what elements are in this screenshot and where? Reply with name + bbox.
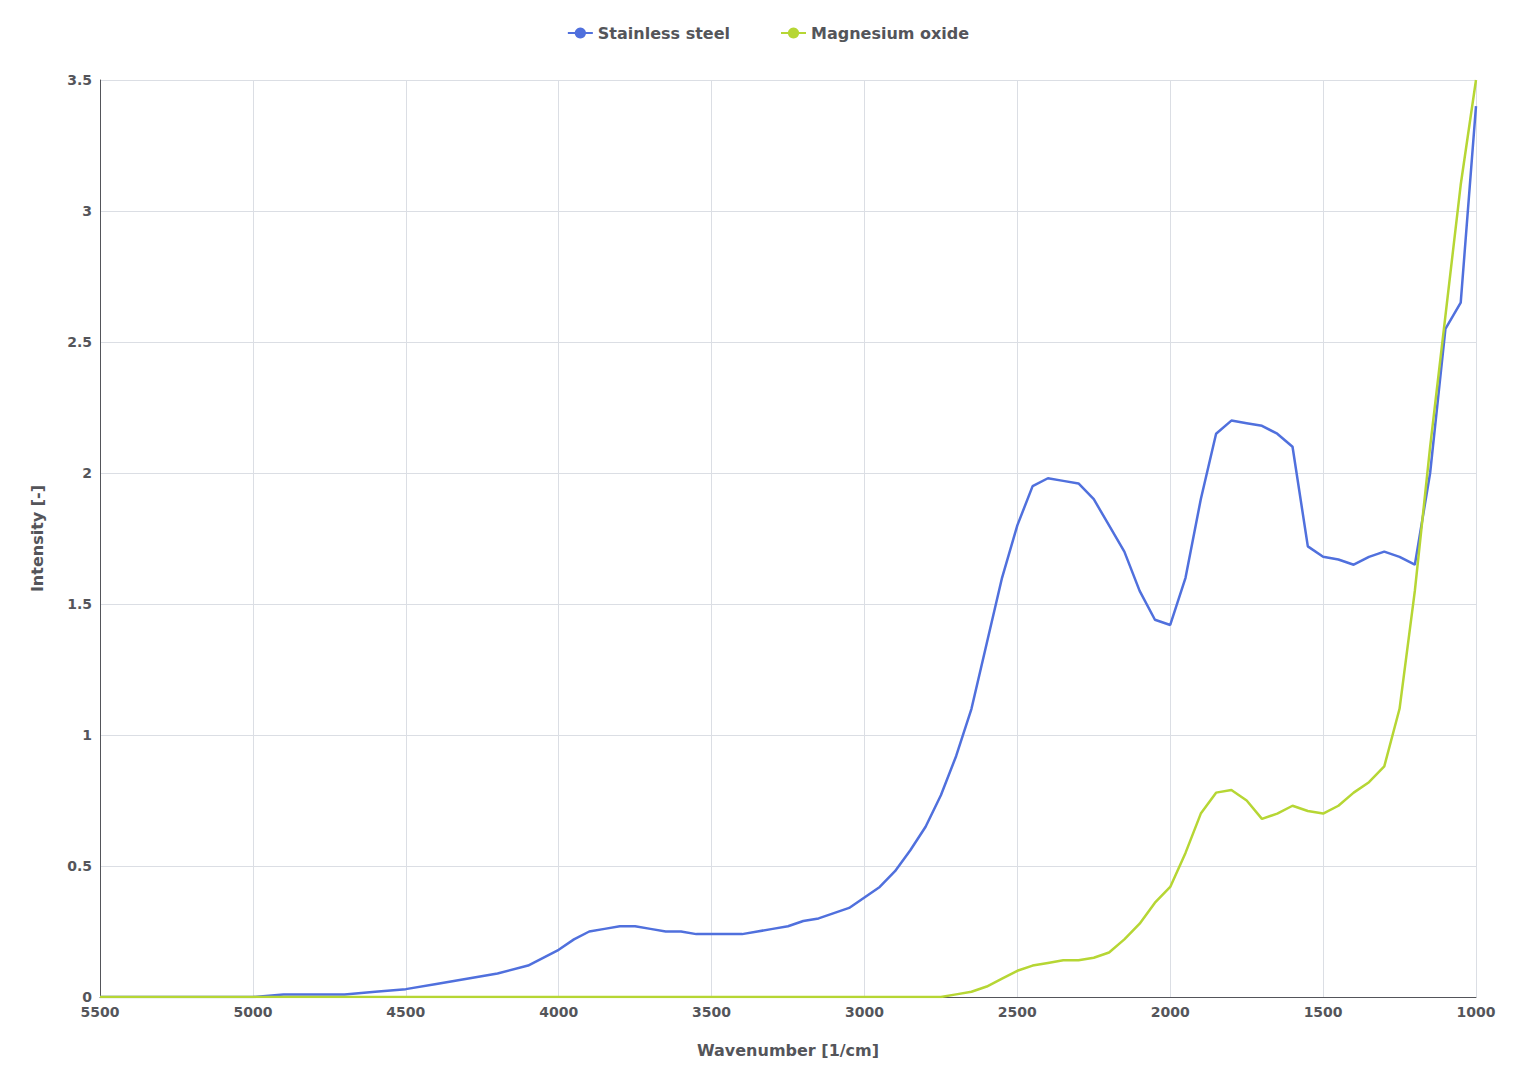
svg-text:Magnesium oxide: Magnesium oxide [811, 24, 969, 43]
svg-text:2: 2 [82, 465, 92, 481]
svg-text:Wavenumber [1/cm]: Wavenumber [1/cm] [697, 1041, 879, 1060]
svg-text:0: 0 [82, 989, 92, 1005]
svg-text:2000: 2000 [1151, 1004, 1190, 1020]
svg-text:3500: 3500 [692, 1004, 731, 1020]
svg-text:1000: 1000 [1457, 1004, 1496, 1020]
svg-text:Stainless steel: Stainless steel [598, 24, 730, 43]
svg-text:1.5: 1.5 [67, 596, 92, 612]
svg-text:4500: 4500 [386, 1004, 425, 1020]
svg-text:5500: 5500 [81, 1004, 120, 1020]
svg-text:2.5: 2.5 [67, 334, 92, 350]
svg-text:0.5: 0.5 [67, 858, 92, 874]
svg-text:Intensity [-]: Intensity [-] [28, 485, 47, 592]
svg-text:1: 1 [82, 727, 92, 743]
svg-text:3: 3 [82, 203, 92, 219]
svg-text:3.5: 3.5 [67, 72, 92, 88]
svg-text:5000: 5000 [233, 1004, 272, 1020]
svg-text:1500: 1500 [1304, 1004, 1343, 1020]
svg-text:4000: 4000 [539, 1004, 578, 1020]
svg-text:2500: 2500 [998, 1004, 1037, 1020]
svg-text:3000: 3000 [845, 1004, 884, 1020]
